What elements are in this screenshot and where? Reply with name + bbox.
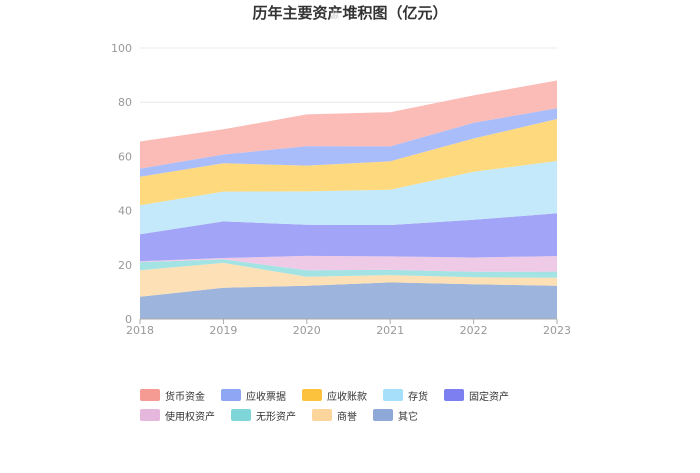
y-tick-label: 40 (118, 205, 132, 218)
area-series-2 (140, 259, 557, 278)
legend-swatch (302, 389, 322, 401)
area-series-6 (140, 119, 557, 206)
area-series-8 (140, 80, 557, 169)
legend-item[interactable]: 应收票据 (221, 388, 286, 403)
y-tick-label: 80 (118, 96, 132, 109)
legend-swatch (444, 389, 464, 401)
legend-item[interactable]: 使用权资产 (140, 408, 215, 423)
area-series-5 (140, 161, 557, 235)
chart-title: 历年主要资产堆积图（亿元） (252, 4, 448, 22)
legend-label: 无形资产 (256, 411, 296, 423)
legend-item[interactable]: 应收账款 (302, 388, 367, 403)
area-series-3 (140, 255, 557, 272)
legend-label: 固定资产 (469, 391, 509, 403)
legend: 货币资金 应收票据 应收账款 存货 固定资产使用权资产 无形资产 商誉 其它 (140, 388, 580, 423)
legend-label: 存货 (408, 391, 428, 403)
legend-item[interactable]: 无形资产 (231, 408, 296, 423)
legend-label: 应收账款 (327, 391, 367, 403)
x-tick-label: 2020 (293, 324, 321, 337)
x-tick-label: 2021 (376, 324, 404, 337)
area-series-group (140, 80, 557, 319)
legend-swatch (140, 389, 160, 401)
legend-label: 其它 (398, 411, 418, 423)
legend-swatch (140, 409, 160, 421)
legend-item[interactable]: 固定资产 (444, 388, 509, 403)
legend-label: 应收票据 (246, 391, 286, 403)
watermark: 源 (330, 11, 340, 21)
y-tick-label: 60 (118, 150, 132, 163)
x-tick-label: 2022 (460, 324, 488, 337)
legend-swatch (383, 389, 403, 401)
x-tick-label: 2019 (209, 324, 237, 337)
legend-label: 使用权资产 (165, 411, 215, 423)
area-series-4 (140, 213, 557, 262)
legend-item[interactable]: 其它 (373, 408, 418, 423)
legend-item[interactable]: 货币资金 (140, 388, 205, 403)
legend-swatch (373, 409, 393, 421)
legend-item[interactable]: 商誉 (312, 408, 357, 423)
y-tick-label: 100 (111, 42, 132, 55)
y-tick-label: 20 (118, 259, 132, 272)
legend-label: 商誉 (337, 411, 357, 423)
legend-swatch (221, 389, 241, 401)
axes-group: 0 20 40 60 80 100 2018 2019 2020 2021 2022 2023 (111, 42, 571, 337)
area-series-7 (140, 108, 557, 177)
area-series-0 (140, 282, 557, 319)
x-tick-label: 2018 (126, 324, 154, 337)
y-tick-label: 0 (125, 313, 132, 326)
legend-swatch (231, 409, 251, 421)
x-tick-label: 2023 (543, 324, 571, 337)
legend-swatch (312, 409, 332, 421)
legend-item[interactable]: 存货 (383, 388, 428, 403)
legend-label: 货币资金 (165, 391, 205, 403)
stacked-area-chart: 0 20 40 60 80 100 2018 2019 2020 2021 2022 2023 (111, 42, 571, 337)
area-series-1 (140, 262, 557, 297)
